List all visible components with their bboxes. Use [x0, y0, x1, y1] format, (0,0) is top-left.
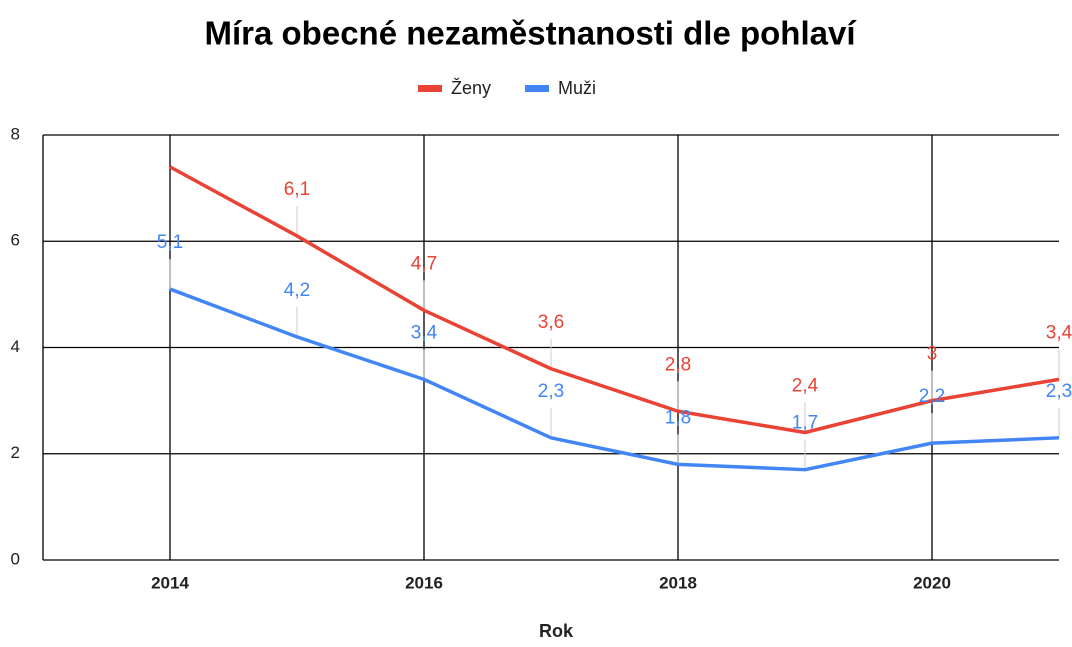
data-label: 2,2 [919, 386, 945, 407]
x-axis-title: Rok [539, 621, 574, 641]
data-label: 2,4 [792, 376, 819, 397]
legend-swatch [418, 85, 442, 92]
legend-label: Muži [558, 78, 596, 98]
legend-swatch [525, 85, 550, 92]
data-label: 3,4 [411, 322, 438, 343]
data-label: 4,7 [411, 253, 437, 274]
y-tick-label: 6 [11, 231, 20, 250]
y-tick-label: 8 [11, 124, 20, 143]
series-line [169, 287, 1060, 472]
y-tick-label: 0 [11, 549, 20, 568]
x-tick-label: 2014 [151, 573, 189, 592]
series-line [169, 165, 1060, 435]
y-tick-label: 4 [11, 337, 20, 356]
data-label: 1,7 [792, 413, 818, 434]
data-label: 5,1 [157, 232, 183, 253]
legend-label: Ženy [451, 78, 491, 98]
data-label: 6,1 [284, 179, 310, 200]
data-label: 4,2 [284, 280, 310, 301]
chart-title: Míra obecné nezaměstnanosti dle pohlaví [205, 15, 858, 52]
data-label: 2,3 [538, 381, 564, 402]
x-tick-label: 2016 [405, 573, 443, 592]
x-tick-label: 2018 [659, 573, 697, 592]
data-label: 2,3 [1046, 381, 1072, 402]
data-label: 1,8 [665, 407, 691, 428]
data-label: 2,8 [665, 354, 691, 375]
data-label: 3,6 [538, 312, 564, 333]
data-label: 3,4 [1046, 322, 1072, 343]
y-tick-label: 2 [11, 443, 20, 462]
data-label: 3 [927, 344, 938, 365]
x-tick-label: 2020 [913, 573, 951, 592]
